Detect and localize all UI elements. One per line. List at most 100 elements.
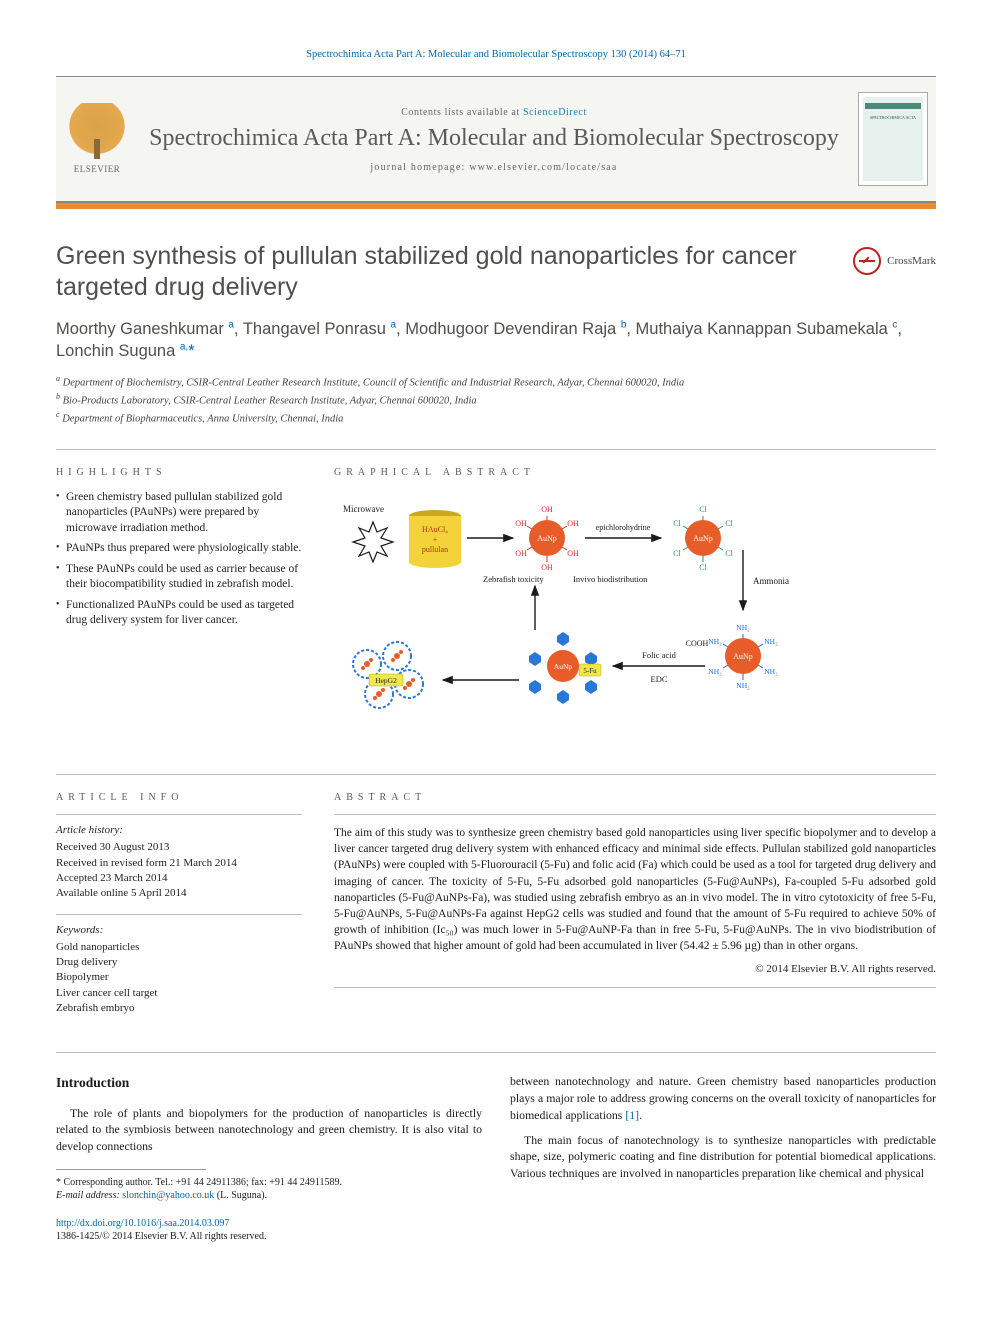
svg-text:HepG2: HepG2: [375, 676, 397, 685]
elsevier-tree-icon: [68, 103, 126, 161]
abstract-heading: ABSTRACT: [334, 791, 936, 805]
journal-homepage[interactable]: journal homepage: www.elsevier.com/locat…: [146, 161, 842, 175]
journal-header: ELSEVIER Contents lists available at Sci…: [56, 76, 936, 202]
svg-text:NH₂: NH₂: [736, 623, 750, 632]
intro-para-2b: .: [639, 1108, 642, 1122]
svg-text:NH₂: NH₂: [708, 637, 722, 646]
svg-text:HAuCl₄: HAuCl₄: [422, 525, 448, 534]
article-info-block: ARTICLE INFO Article history: Received 3…: [56, 791, 302, 1029]
highlights-heading: HIGHLIGHTS: [56, 466, 302, 480]
history-line: Available online 5 April 2014: [56, 886, 302, 901]
highlights-block: HIGHLIGHTS Green chemistry based pullula…: [56, 466, 302, 752]
section-rule-2: [56, 774, 936, 775]
ga-label-folic: Folic acid: [642, 650, 677, 660]
history-line: Accepted 23 March 2014: [56, 871, 302, 886]
svg-text:Cl: Cl: [699, 505, 707, 514]
article-history-label: Article history:: [56, 823, 302, 838]
svg-text:NH₂: NH₂: [708, 667, 722, 676]
journal-name: Spectrochimica Acta Part A: Molecular an…: [146, 125, 842, 153]
crossmark-icon: [853, 247, 881, 275]
abstract-copyright: © 2014 Elsevier B.V. All rights reserved…: [334, 962, 936, 977]
body-columns: Introduction The role of plants and biop…: [56, 1073, 936, 1243]
svg-text:Cl: Cl: [725, 549, 733, 558]
graphical-abstract: Microwave HAuCl₄ + pullulan AuN: [334, 490, 936, 752]
keyword-line: Biopolymer: [56, 970, 302, 985]
contents-available-line: Contents lists available at ScienceDirec…: [146, 106, 842, 120]
svg-text:Cl: Cl: [725, 519, 733, 528]
highlight-item: PAuNPs thus prepared were physiologicall…: [56, 541, 302, 557]
affiliations: a Department of Biochemistry, CSIR-Centr…: [56, 373, 936, 428]
ga-hepg2: HepG2: [353, 642, 423, 708]
history-line: Received in revised form 21 March 2014: [56, 856, 302, 871]
corresponding-author-footnote: * Corresponding author. Tel.: +91 44 249…: [56, 1176, 482, 1203]
elsevier-label: ELSEVIER: [74, 163, 121, 175]
svg-text:AuNp: AuNp: [733, 652, 753, 661]
graphical-abstract-svg: Microwave HAuCl₄ + pullulan AuN: [334, 490, 936, 752]
ga-aunp-nh2: AuNp NH₂ NH₂ NH₂ NH₂ NH₂ NH₂: [708, 623, 778, 690]
issn-copyright: 1386-1425/© 2014 Elsevier B.V. All right…: [56, 1231, 266, 1242]
ga-label-epich: epichlorohydrine: [596, 523, 651, 532]
keyword-line: Liver cancer cell target: [56, 986, 302, 1001]
highlight-item: Green chemistry based pullulan stabilize…: [56, 490, 302, 537]
affiliation-line: a Department of Biochemistry, CSIR-Centr…: [56, 373, 936, 391]
ga-label-invivo: Invivo biodistribution: [573, 574, 648, 584]
doi-block: http://dx.doi.org/10.1016/j.saa.2014.03.…: [56, 1217, 482, 1244]
keywords-label: Keywords:: [56, 923, 302, 938]
highlight-item: Functionalized PAuNPs could be used as t…: [56, 598, 302, 629]
ga-aunp-oh: AuNp OH OH OH OH OH OH: [515, 505, 579, 572]
article-info-heading: ARTICLE INFO: [56, 791, 302, 805]
footnote-email-tail: (L. Suguna).: [214, 1190, 267, 1201]
affiliation-line: b Bio-Products Laboratory, CSIR-Central …: [56, 391, 936, 409]
crossmark-badge[interactable]: CrossMark: [853, 241, 936, 275]
sciencedirect-link[interactable]: ScienceDirect: [523, 107, 587, 118]
footnote-rule: [56, 1169, 206, 1170]
section-rule: [56, 449, 936, 450]
footnote-email-link[interactable]: slonchin@yahoo.co.uk: [122, 1190, 214, 1201]
doi-link[interactable]: http://dx.doi.org/10.1016/j.saa.2014.03.…: [56, 1218, 229, 1229]
affiliation-line: c Department of Biopharmaceutics, Anna U…: [56, 409, 936, 427]
footnote-line-1: * Corresponding author. Tel.: +91 44 249…: [56, 1176, 482, 1190]
svg-text:AuNp: AuNp: [537, 534, 557, 543]
contents-prefix: Contents lists available at: [401, 107, 523, 118]
svg-text:OH: OH: [515, 549, 527, 558]
cover-title: SPECTROCHIMICA ACTA: [865, 115, 921, 120]
article-title: Green synthesis of pullulan stabilized g…: [56, 241, 839, 302]
svg-text:pullulan: pullulan: [422, 545, 448, 554]
introduction-heading: Introduction: [56, 1073, 482, 1092]
graphical-abstract-heading: GRAPHICAL ABSTRACT: [334, 466, 936, 480]
svg-text:OH: OH: [541, 563, 553, 572]
svg-text:AuNp: AuNp: [693, 534, 713, 543]
svg-text:Cl: Cl: [673, 549, 681, 558]
ref-1-link[interactable]: [1]: [625, 1108, 639, 1122]
body-rule: [56, 1052, 936, 1053]
ga-label-cooh: COOH: [686, 639, 709, 648]
svg-text:AuNp: AuNp: [554, 662, 573, 671]
elsevier-logo: ELSEVIER: [56, 77, 138, 201]
ga-label-zebrafish: Zebrafish toxicity: [483, 574, 544, 584]
svg-text:OH: OH: [567, 549, 579, 558]
svg-text:OH: OH: [515, 519, 527, 528]
ga-label-edc: EDC: [651, 674, 668, 684]
accent-rule: [56, 202, 936, 209]
svg-text:OH: OH: [541, 505, 553, 514]
svg-text:Cl: Cl: [673, 519, 681, 528]
intro-para-2a: between nanotechnology and nature. Green…: [510, 1074, 936, 1122]
svg-text:+: +: [433, 535, 438, 544]
svg-text:NH₂: NH₂: [764, 667, 778, 676]
svg-text:Cl: Cl: [699, 563, 707, 572]
keyword-line: Gold nanoparticles: [56, 940, 302, 955]
history-line: Received 30 August 2013: [56, 840, 302, 855]
intro-para-1: The role of plants and biopolymers for t…: [56, 1105, 482, 1155]
intro-para-3: The main focus of nanotechnology is to s…: [510, 1132, 936, 1182]
highlight-item: These PAuNPs could be used as carrier be…: [56, 562, 302, 593]
crossmark-label: CrossMark: [887, 254, 936, 269]
svg-text:OH: OH: [567, 519, 579, 528]
abstract-text: The aim of this study was to synthesize …: [334, 825, 936, 954]
ga-aunp-cl: AuNp Cl Cl Cl Cl Cl Cl: [673, 505, 733, 572]
svg-text:NH₂: NH₂: [736, 681, 750, 690]
ga-aunp-hex: AuNp 5-Fu: [529, 632, 601, 704]
svg-text:NH₂: NH₂: [764, 637, 778, 646]
ga-label-ammonia: Ammonia: [753, 576, 789, 586]
ga-label-microwave: Microwave: [343, 504, 384, 514]
citation-line: Spectrochimica Acta Part A: Molecular an…: [56, 48, 936, 62]
